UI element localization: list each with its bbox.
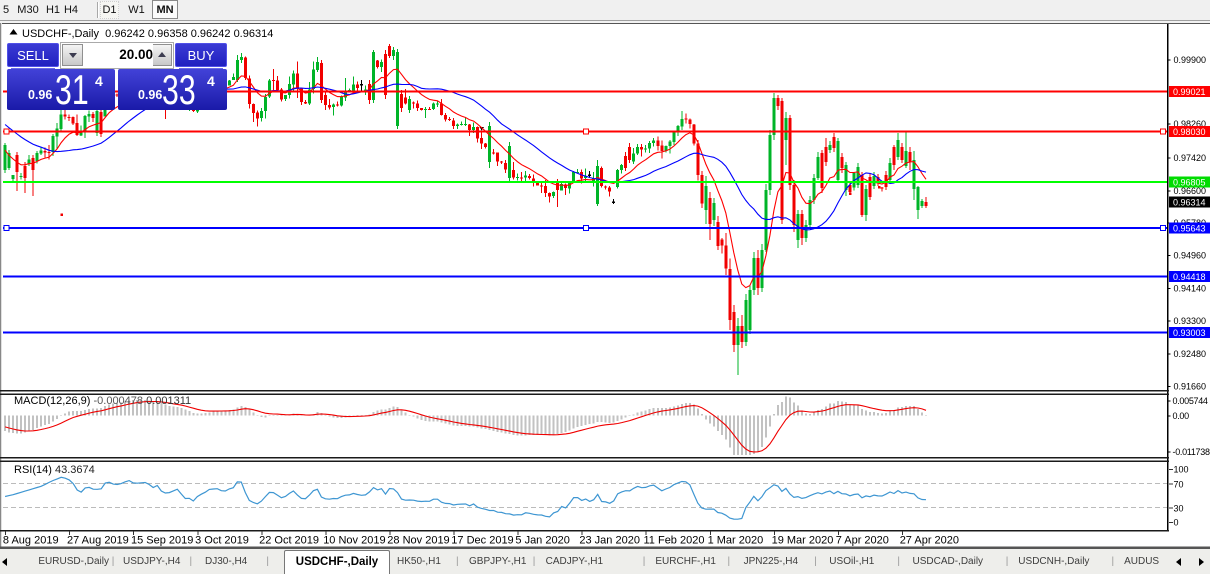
svg-text:0.92480: 0.92480 [1174,349,1207,359]
svg-text:-0.011738: -0.011738 [1173,447,1210,457]
svg-text:8 Aug 2019: 8 Aug 2019 [3,535,59,547]
svg-text:10 Nov 2019: 10 Nov 2019 [323,535,385,547]
svg-text:0.94140: 0.94140 [1174,284,1207,294]
svg-text:30: 30 [1174,503,1184,513]
svg-text:RSI(14) 43.3674: RSI(14) 43.3674 [14,464,95,476]
svg-text:7 Apr 2020: 7 Apr 2020 [836,535,889,547]
svg-text:0.94418: 0.94418 [1173,272,1206,282]
svg-text:0: 0 [1174,518,1179,528]
svg-text:0.005744: 0.005744 [1173,396,1208,406]
svg-text:0.99900: 0.99900 [1174,55,1207,65]
svg-text:0.94960: 0.94960 [1174,251,1207,261]
svg-text:1 Mar 2020: 1 Mar 2020 [708,535,764,547]
svg-text:0.96600: 0.96600 [1174,186,1207,196]
svg-text:0.99021: 0.99021 [1173,87,1206,97]
svg-text:27 Apr 2020: 27 Apr 2020 [900,535,959,547]
svg-text:USDCHF-,Daily 0.96242 0.96358: USDCHF-,Daily 0.96242 0.96358 0.96242 0.… [22,28,273,40]
svg-text:0.93003: 0.93003 [1173,328,1206,338]
svg-text:28 Nov 2019: 28 Nov 2019 [387,535,449,547]
svg-text:0.97420: 0.97420 [1174,153,1207,163]
svg-text:0.96314: 0.96314 [1173,198,1206,208]
svg-text:MACD(12,26,9) -0.000478 0.0013: MACD(12,26,9) -0.000478 0.001311 [14,395,191,407]
svg-text:0.96805: 0.96805 [1173,178,1206,188]
svg-text:23 Jan 2020: 23 Jan 2020 [579,535,640,547]
svg-text:0.00: 0.00 [1173,411,1190,421]
svg-text:19 Mar 2020: 19 Mar 2020 [772,535,834,547]
svg-text:27 Aug 2019: 27 Aug 2019 [67,535,129,547]
svg-text:0.91660: 0.91660 [1174,382,1207,392]
svg-text:3 Oct 2019: 3 Oct 2019 [195,535,249,547]
svg-text:0.93300: 0.93300 [1174,316,1207,326]
svg-text:15 Sep 2019: 15 Sep 2019 [131,535,193,547]
svg-text:0.98030: 0.98030 [1173,127,1206,137]
svg-text:100: 100 [1174,465,1189,475]
svg-text:5 Jan 2020: 5 Jan 2020 [515,535,569,547]
svg-text:0.95643: 0.95643 [1173,224,1206,234]
svg-text:17 Dec 2019: 17 Dec 2019 [451,535,513,547]
svg-text:22 Oct 2019: 22 Oct 2019 [259,535,319,547]
svg-text:0.98260: 0.98260 [1174,119,1207,129]
svg-text:11 Feb 2020: 11 Feb 2020 [644,535,705,547]
svg-text:70: 70 [1174,479,1184,489]
